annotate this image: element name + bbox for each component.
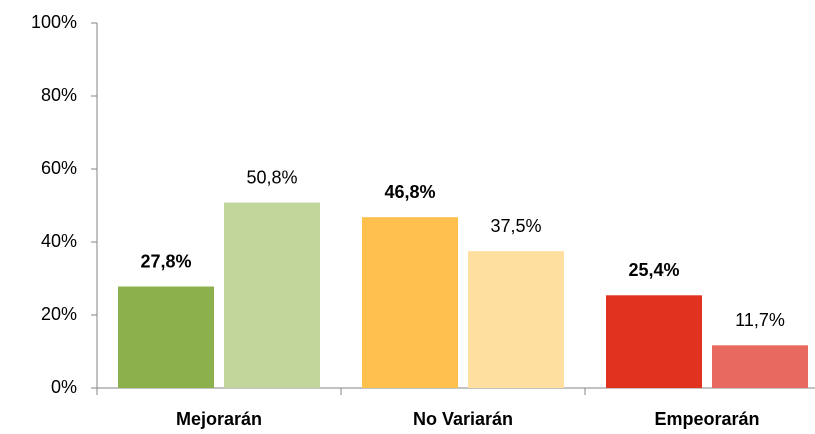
value-label: 50,8%	[246, 167, 297, 187]
value-label: 46,8%	[384, 182, 435, 202]
y-tick-label: 80%	[41, 85, 77, 105]
x-tick-label: No Variarán	[413, 409, 513, 429]
bar	[606, 295, 702, 388]
bar	[362, 217, 458, 388]
y-tick-label: 60%	[41, 158, 77, 178]
y-tick-label: 0%	[51, 377, 77, 397]
bar	[118, 286, 214, 388]
value-label: 11,7%	[735, 310, 785, 330]
bar	[468, 251, 564, 388]
value-label: 25,4%	[628, 260, 679, 280]
y-tick-label: 20%	[41, 304, 77, 324]
x-tick-label: Mejorarán	[176, 409, 262, 429]
x-tick-label: Empeorarán	[654, 409, 759, 429]
bar	[224, 202, 320, 388]
value-label: 37,5%	[490, 216, 541, 236]
y-tick-label: 100%	[31, 12, 77, 32]
y-tick-label: 40%	[41, 231, 77, 251]
value-label: 27,8%	[140, 251, 191, 271]
bar	[712, 345, 808, 388]
